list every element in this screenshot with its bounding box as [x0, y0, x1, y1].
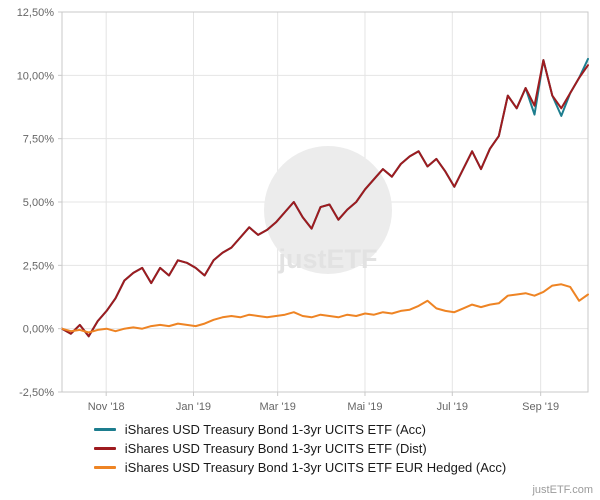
legend-line-swatch [93, 447, 116, 450]
gridlines [62, 11, 588, 393]
series-line [61, 283, 589, 334]
legend-item: iShares USD Treasury Bond 1-3yr UCITS ET… [93, 439, 506, 458]
svg-text:Jan '19: Jan '19 [176, 401, 211, 413]
svg-text:7,50%: 7,50% [23, 134, 54, 146]
svg-text:Nov '18: Nov '18 [88, 401, 125, 413]
watermark: justETF [264, 146, 392, 274]
legend-line-swatch [93, 428, 116, 431]
svg-text:Sep '19: Sep '19 [522, 401, 559, 413]
svg-text:-2,50%: -2,50% [19, 387, 54, 399]
legend-item: iShares USD Treasury Bond 1-3yr UCITS ET… [93, 458, 507, 477]
legend-item: iShares USD Treasury Bond 1-3yr UCITS ET… [93, 420, 506, 439]
legend-line-swatch [93, 466, 116, 469]
footer-credit: justETF.com [532, 484, 593, 496]
series-line [61, 59, 589, 338]
svg-text:5,00%: 5,00% [23, 197, 54, 209]
svg-text:10,00%: 10,00% [17, 70, 55, 82]
line-chart: justETF -2,50% 0,00% 2,50% 5,00% 7,50% 10,00% 1… [17, 7, 589, 413]
x-axis-labels: Nov '18 Jan '19 Mar '19 Mai '19 Jul '19 Sep '… [88, 392, 559, 413]
svg-text:2,50%: 2,50% [23, 260, 54, 272]
svg-text:justETF: justETF [278, 244, 378, 274]
series-lines [61, 57, 589, 338]
legend-label: iShares USD Treasury Bond 1-3yr UCITS ET… [124, 460, 507, 475]
svg-text:Mar '19: Mar '19 [259, 401, 295, 413]
legend-label: iShares USD Treasury Bond 1-3yr UCITS ET… [124, 441, 427, 456]
svg-text:0,00%: 0,00% [23, 324, 54, 336]
svg-text:Jul '19: Jul '19 [437, 401, 468, 413]
legend-label: iShares USD Treasury Bond 1-3yr UCITS ET… [124, 422, 427, 437]
y-axis-labels: -2,50% 0,00% 2,50% 5,00% 7,50% 10,00% 12,50% [17, 7, 62, 399]
svg-text:12,50%: 12,50% [17, 7, 55, 19]
svg-text:Mai '19: Mai '19 [347, 401, 382, 413]
chart-legend: iShares USD Treasury Bond 1-3yr UCITS ET… [93, 420, 507, 477]
